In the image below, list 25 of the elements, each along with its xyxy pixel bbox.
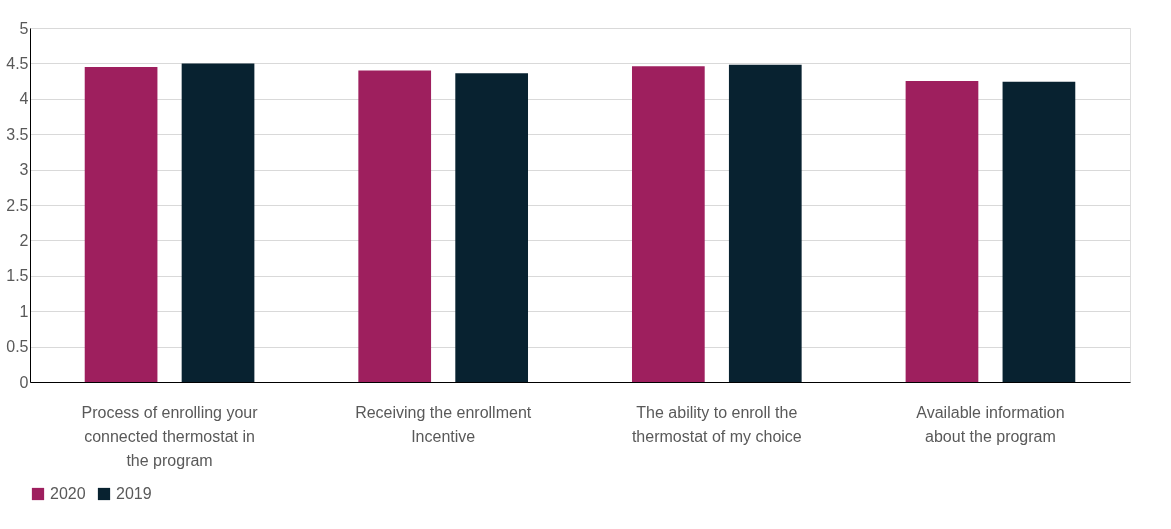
y-tick-label: 3.5 bbox=[6, 125, 29, 143]
bar bbox=[728, 64, 802, 382]
y-tick-label: 5 bbox=[19, 19, 29, 37]
bar bbox=[905, 81, 979, 382]
bar bbox=[358, 70, 432, 382]
legend-label: 2019 bbox=[116, 485, 152, 502]
y-tick-label: 2 bbox=[19, 231, 29, 249]
bar bbox=[84, 66, 158, 382]
x-tick-label: The ability to enroll the thermostat of my choice bbox=[631, 403, 802, 445]
bar bbox=[181, 63, 255, 382]
y-tick-label: 4 bbox=[19, 90, 29, 108]
x-tick-label: Available information about the program bbox=[916, 403, 1065, 445]
y-tick-label: 4.5 bbox=[6, 54, 29, 72]
x-tick-label: Receiving the enrollment Incentive bbox=[355, 403, 532, 445]
y-tick-label: 1 bbox=[19, 302, 29, 320]
y-tick-label: 1.5 bbox=[6, 267, 29, 285]
y-tick-label: 2.5 bbox=[6, 196, 29, 214]
bar bbox=[1002, 81, 1076, 382]
legend-label: 2020 bbox=[50, 485, 86, 502]
x-tick-label: Process of enrolling your connected thermostat in the program bbox=[81, 403, 259, 469]
bar bbox=[631, 66, 705, 382]
bar bbox=[455, 73, 529, 382]
y-tick-label: 3 bbox=[19, 161, 29, 179]
y-tick-label: 0 bbox=[19, 373, 29, 391]
y-tick-label: 0.5 bbox=[6, 338, 29, 356]
